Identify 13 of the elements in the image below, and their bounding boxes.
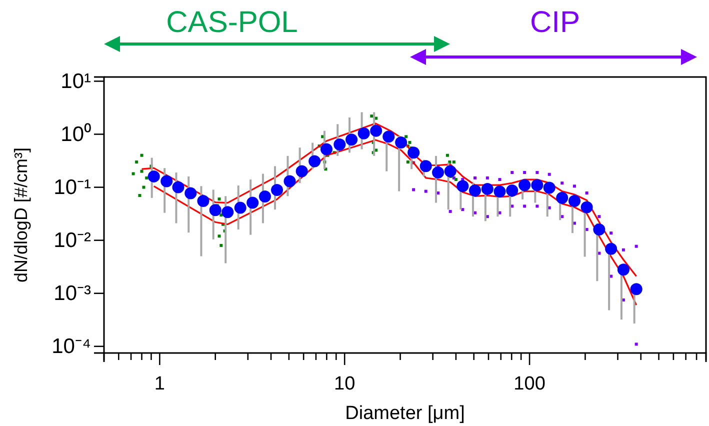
- y-tick-label: 10¹: [60, 70, 91, 93]
- text: CAS-POL: [166, 6, 298, 39]
- y-tick-label: 10⁻²: [54, 229, 91, 252]
- x-axis-title: Diameter [μm]: [345, 403, 465, 424]
- y-tick-label: 10⁻³: [54, 282, 91, 306]
- x-tick-label: 100: [514, 374, 546, 395]
- y-tick-label: 10⁻¹: [54, 176, 91, 199]
- x-tick-label: 10: [334, 374, 356, 395]
- x-tick-label: 1: [154, 374, 165, 395]
- text: CIP: [530, 6, 580, 39]
- y-tick-label: 10⁰: [60, 122, 91, 146]
- y-axis-title: dN/dlogD [#/cm³]: [11, 147, 31, 283]
- y-tick-label: 10⁻⁴: [52, 335, 91, 358]
